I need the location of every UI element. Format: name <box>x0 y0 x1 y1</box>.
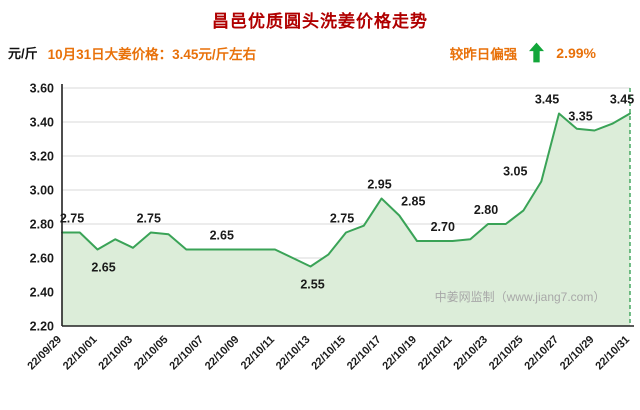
trend-group: 较昨日偏强 2.99% <box>450 42 596 63</box>
point-value-label: 2.70 <box>431 220 455 234</box>
y-tick-label: 2.80 <box>30 218 54 232</box>
y-tick-label: 3.60 <box>30 82 54 96</box>
y-tick-label: 3.00 <box>30 184 54 198</box>
x-tick-label: 22/10/23 <box>451 334 490 373</box>
point-value-label: 2.55 <box>300 278 324 292</box>
y-tick-label: 3.40 <box>30 116 54 130</box>
page-title: 昌邑优质圆头洗姜价格走势 <box>212 12 428 31</box>
y-tick-label: 2.40 <box>30 286 54 300</box>
y-tick-label: 3.20 <box>30 150 54 164</box>
subtitle-row: 元/斤 10月31日大姜价格：3.45元/斤左右 较昨日偏强 2.99% <box>0 42 640 63</box>
x-tick-label: 22/10/07 <box>167 334 206 373</box>
point-value-label: 2.95 <box>367 178 391 192</box>
x-tick-label: 22/10/01 <box>61 334 100 373</box>
point-value-label: 2.65 <box>91 261 115 275</box>
x-tick-label: 22/10/13 <box>274 334 313 373</box>
x-tick-label: 22/10/11 <box>239 334 277 372</box>
x-tick-label: 22/10/17 <box>345 334 384 373</box>
point-value-label: 3.35 <box>568 110 592 124</box>
y-tick-label: 2.60 <box>30 252 54 266</box>
y-axis-unit-label: 元/斤 <box>8 46 38 61</box>
x-tick-label: 22/10/25 <box>487 334 526 373</box>
x-tick-label: 22/10/31 <box>593 334 632 373</box>
y-tick-label: 2.20 <box>30 320 54 334</box>
up-arrow-icon <box>529 42 545 63</box>
x-tick-label: 22/10/05 <box>132 334 171 373</box>
point-value-label: 3.45 <box>535 93 559 107</box>
subtitle-left-group: 元/斤 10月31日大姜价格：3.45元/斤左右 <box>8 43 256 63</box>
x-tick-label: 22/10/19 <box>380 334 419 373</box>
watermark-text: 中姜网监制（www.jiang7.com） <box>435 289 606 304</box>
x-tick-label: 22/10/09 <box>203 334 242 373</box>
x-tick-label: 22/10/29 <box>558 334 597 373</box>
point-value-label: 3.45 <box>610 93 634 107</box>
x-tick-label: 22/09/29 <box>25 334 64 373</box>
price-line <box>61 112 631 268</box>
point-value-label: 3.05 <box>503 165 527 179</box>
area-fill <box>62 113 630 326</box>
point-value-label: 2.85 <box>401 195 425 209</box>
point-value-label: 2.75 <box>60 212 84 226</box>
point-value-label: 2.80 <box>474 203 498 217</box>
trend-percent: 2.99% <box>556 44 596 61</box>
x-tick-label: 22/10/27 <box>522 334 561 373</box>
trend-label: 较昨日偏强 <box>449 46 518 62</box>
x-tick-label: 22/10/21 <box>416 334 455 373</box>
point-value-label: 2.65 <box>210 229 234 243</box>
x-tick-label: 22/10/03 <box>96 334 135 373</box>
x-tick-label: 22/10/15 <box>309 334 348 373</box>
point-value-label: 2.75 <box>137 212 161 226</box>
price-summary-text: 10月31日大姜价格：3.45元/斤左右 <box>47 46 257 62</box>
point-value-label: 2.75 <box>330 212 354 226</box>
